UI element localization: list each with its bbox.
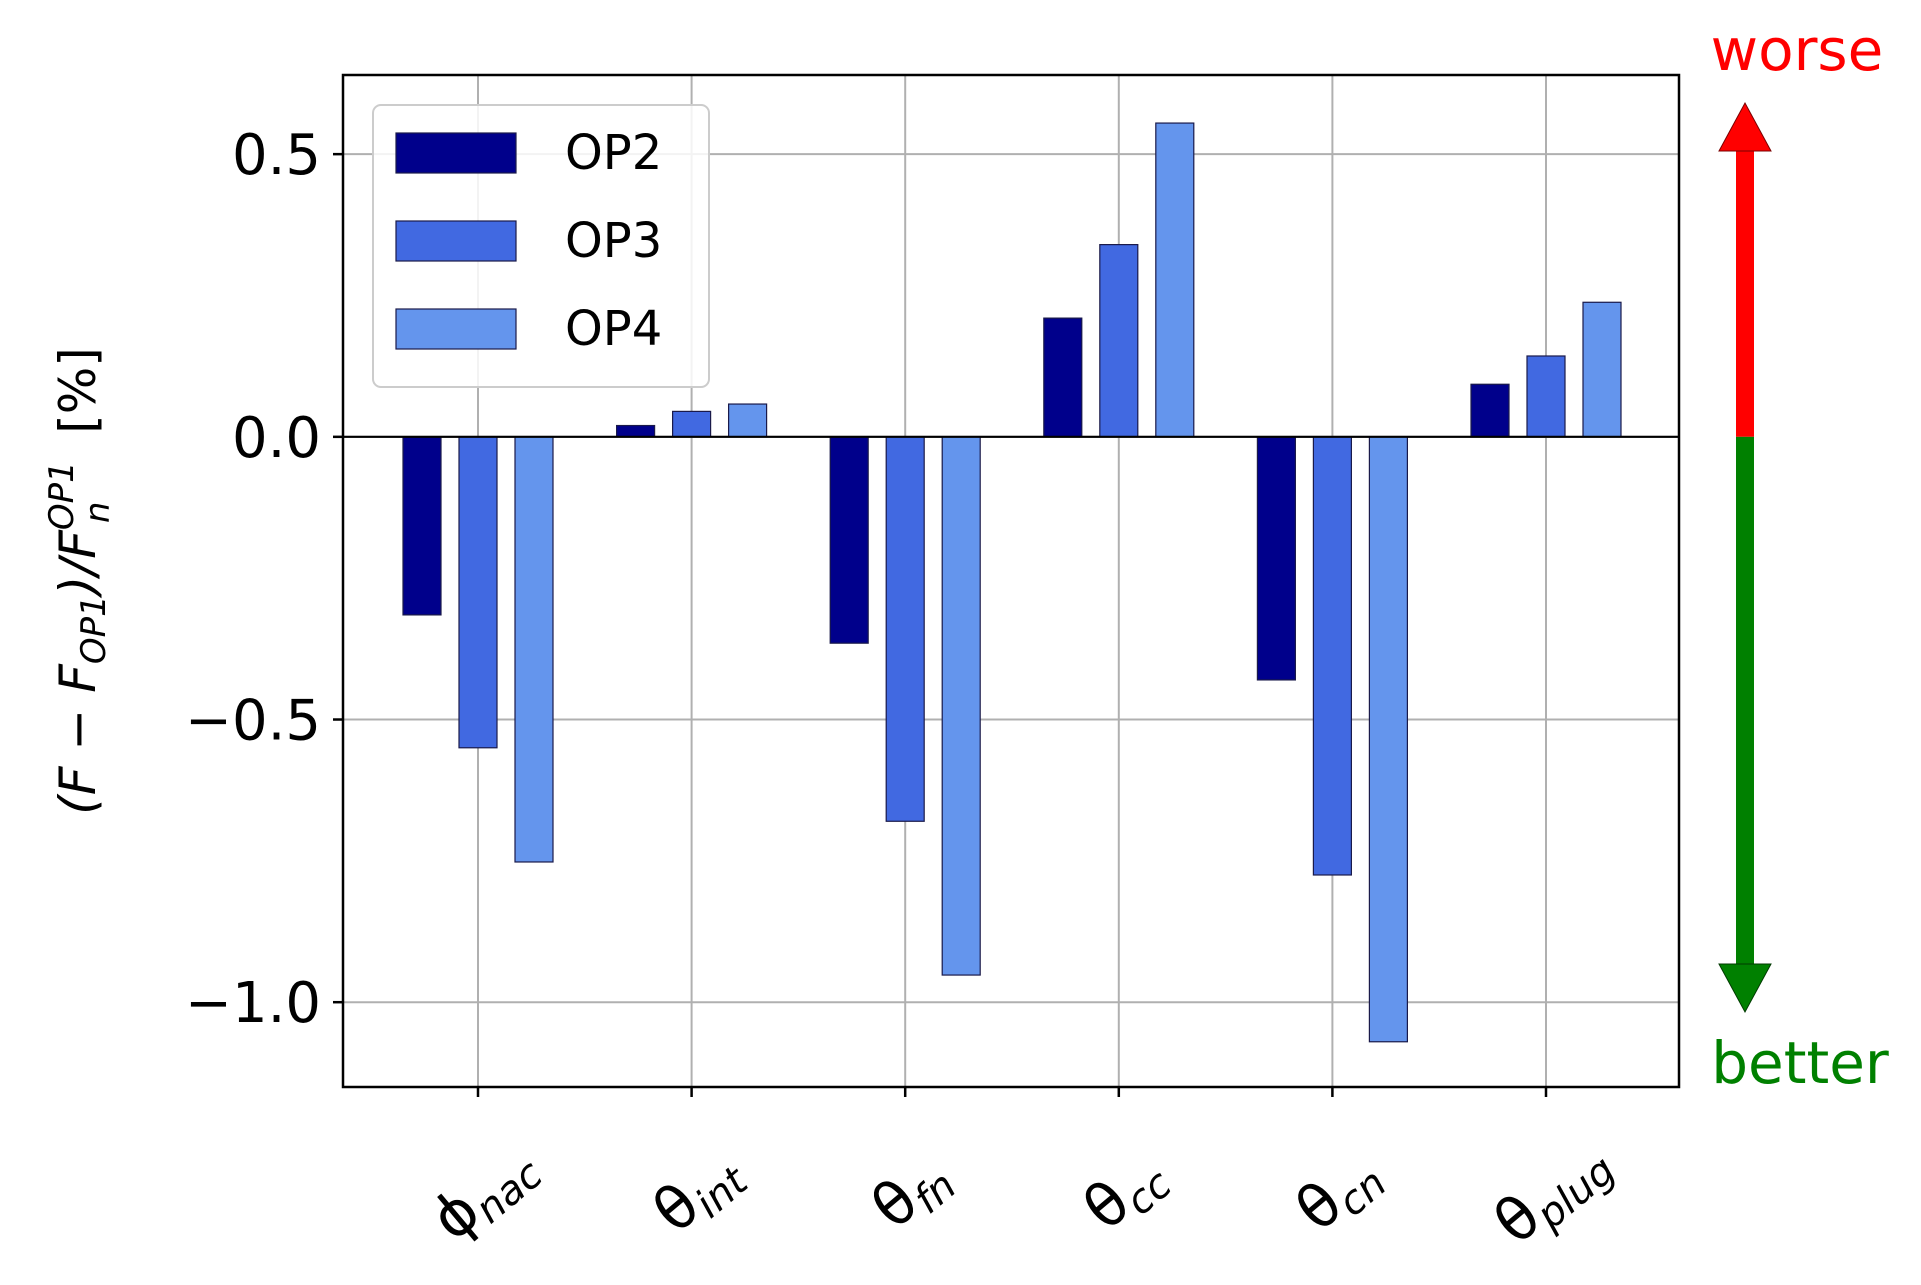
worse-arrow-head	[1718, 101, 1772, 152]
bar-op4-4	[1368, 436, 1409, 1043]
legend-swatch-op2	[395, 132, 517, 174]
bar-op4-5	[1582, 301, 1622, 438]
y-tick-label: −0.5	[185, 689, 321, 754]
x-category-label: θcn	[1283, 1138, 1396, 1249]
bar-op2-0	[402, 436, 442, 616]
bar-op2-5	[1470, 383, 1510, 438]
y-axis-label-text: (F − FOP1)/FOP1n [%]	[42, 347, 118, 815]
ylabel-lead: (F − F	[49, 663, 107, 815]
y-tick-label: 0.0	[232, 406, 321, 471]
x-category-label: θfn	[859, 1140, 966, 1246]
bar-op2-2	[829, 436, 869, 644]
bar-op2-3	[1043, 317, 1083, 438]
bar-op3-1	[671, 410, 712, 438]
worse-label: worse	[1711, 16, 1884, 84]
better-label: better	[1711, 1029, 1889, 1097]
bar-op3-2	[885, 436, 925, 822]
bar-op4-2	[941, 436, 981, 976]
x-category-label: θint	[640, 1135, 757, 1250]
x-category-label: θcc	[1071, 1139, 1181, 1248]
ylabel-mid: )/F	[49, 529, 107, 599]
x-category-label: θplug	[1481, 1125, 1624, 1262]
y-tick-label: −1.0	[185, 971, 321, 1036]
ylabel-sub1: OP1	[74, 595, 114, 664]
legend-swatch-op3	[395, 220, 517, 262]
legend-label-op4: OP4	[565, 301, 662, 357]
better-arrow-head	[1718, 963, 1772, 1014]
ylabel-sub2: n	[78, 502, 118, 524]
bar-op3-4	[1312, 436, 1353, 876]
worse-arrow-shaft	[1736, 151, 1754, 437]
x-category-text: θcc	[1071, 1139, 1181, 1248]
plot-frame	[341, 73, 1681, 1089]
x-category-text: ϕnac	[418, 1129, 552, 1258]
bar-op3-0	[458, 436, 498, 749]
bar-op2-4	[1256, 436, 1297, 681]
ylabel-unit: [%]	[49, 347, 107, 449]
x-category-text: θint	[640, 1135, 757, 1250]
better-arrow-shaft	[1736, 436, 1754, 964]
bar-op4-3	[1155, 122, 1195, 438]
legend-label-op2: OP2	[565, 125, 662, 181]
y-tick-label: 0.5	[232, 123, 321, 188]
bar-op2-1	[615, 424, 656, 438]
legend: OP2 OP3 OP4	[372, 104, 710, 388]
bar-op3-5	[1526, 355, 1566, 438]
x-category-label: ϕnac	[418, 1129, 552, 1258]
x-category-text: θplug	[1481, 1125, 1624, 1262]
legend-swatch-op4	[395, 308, 517, 350]
ylabel-sup: OP1	[42, 461, 82, 530]
bar-op3-3	[1099, 244, 1139, 438]
bar-op4-1	[727, 403, 768, 438]
bar-op4-0	[514, 436, 554, 863]
y-axis-label: (F − FOP1)/FOP1n [%]	[42, 347, 118, 815]
x-category-text: θfn	[859, 1140, 966, 1246]
legend-label-op3: OP3	[565, 213, 662, 269]
x-category-text: θcn	[1283, 1138, 1396, 1249]
